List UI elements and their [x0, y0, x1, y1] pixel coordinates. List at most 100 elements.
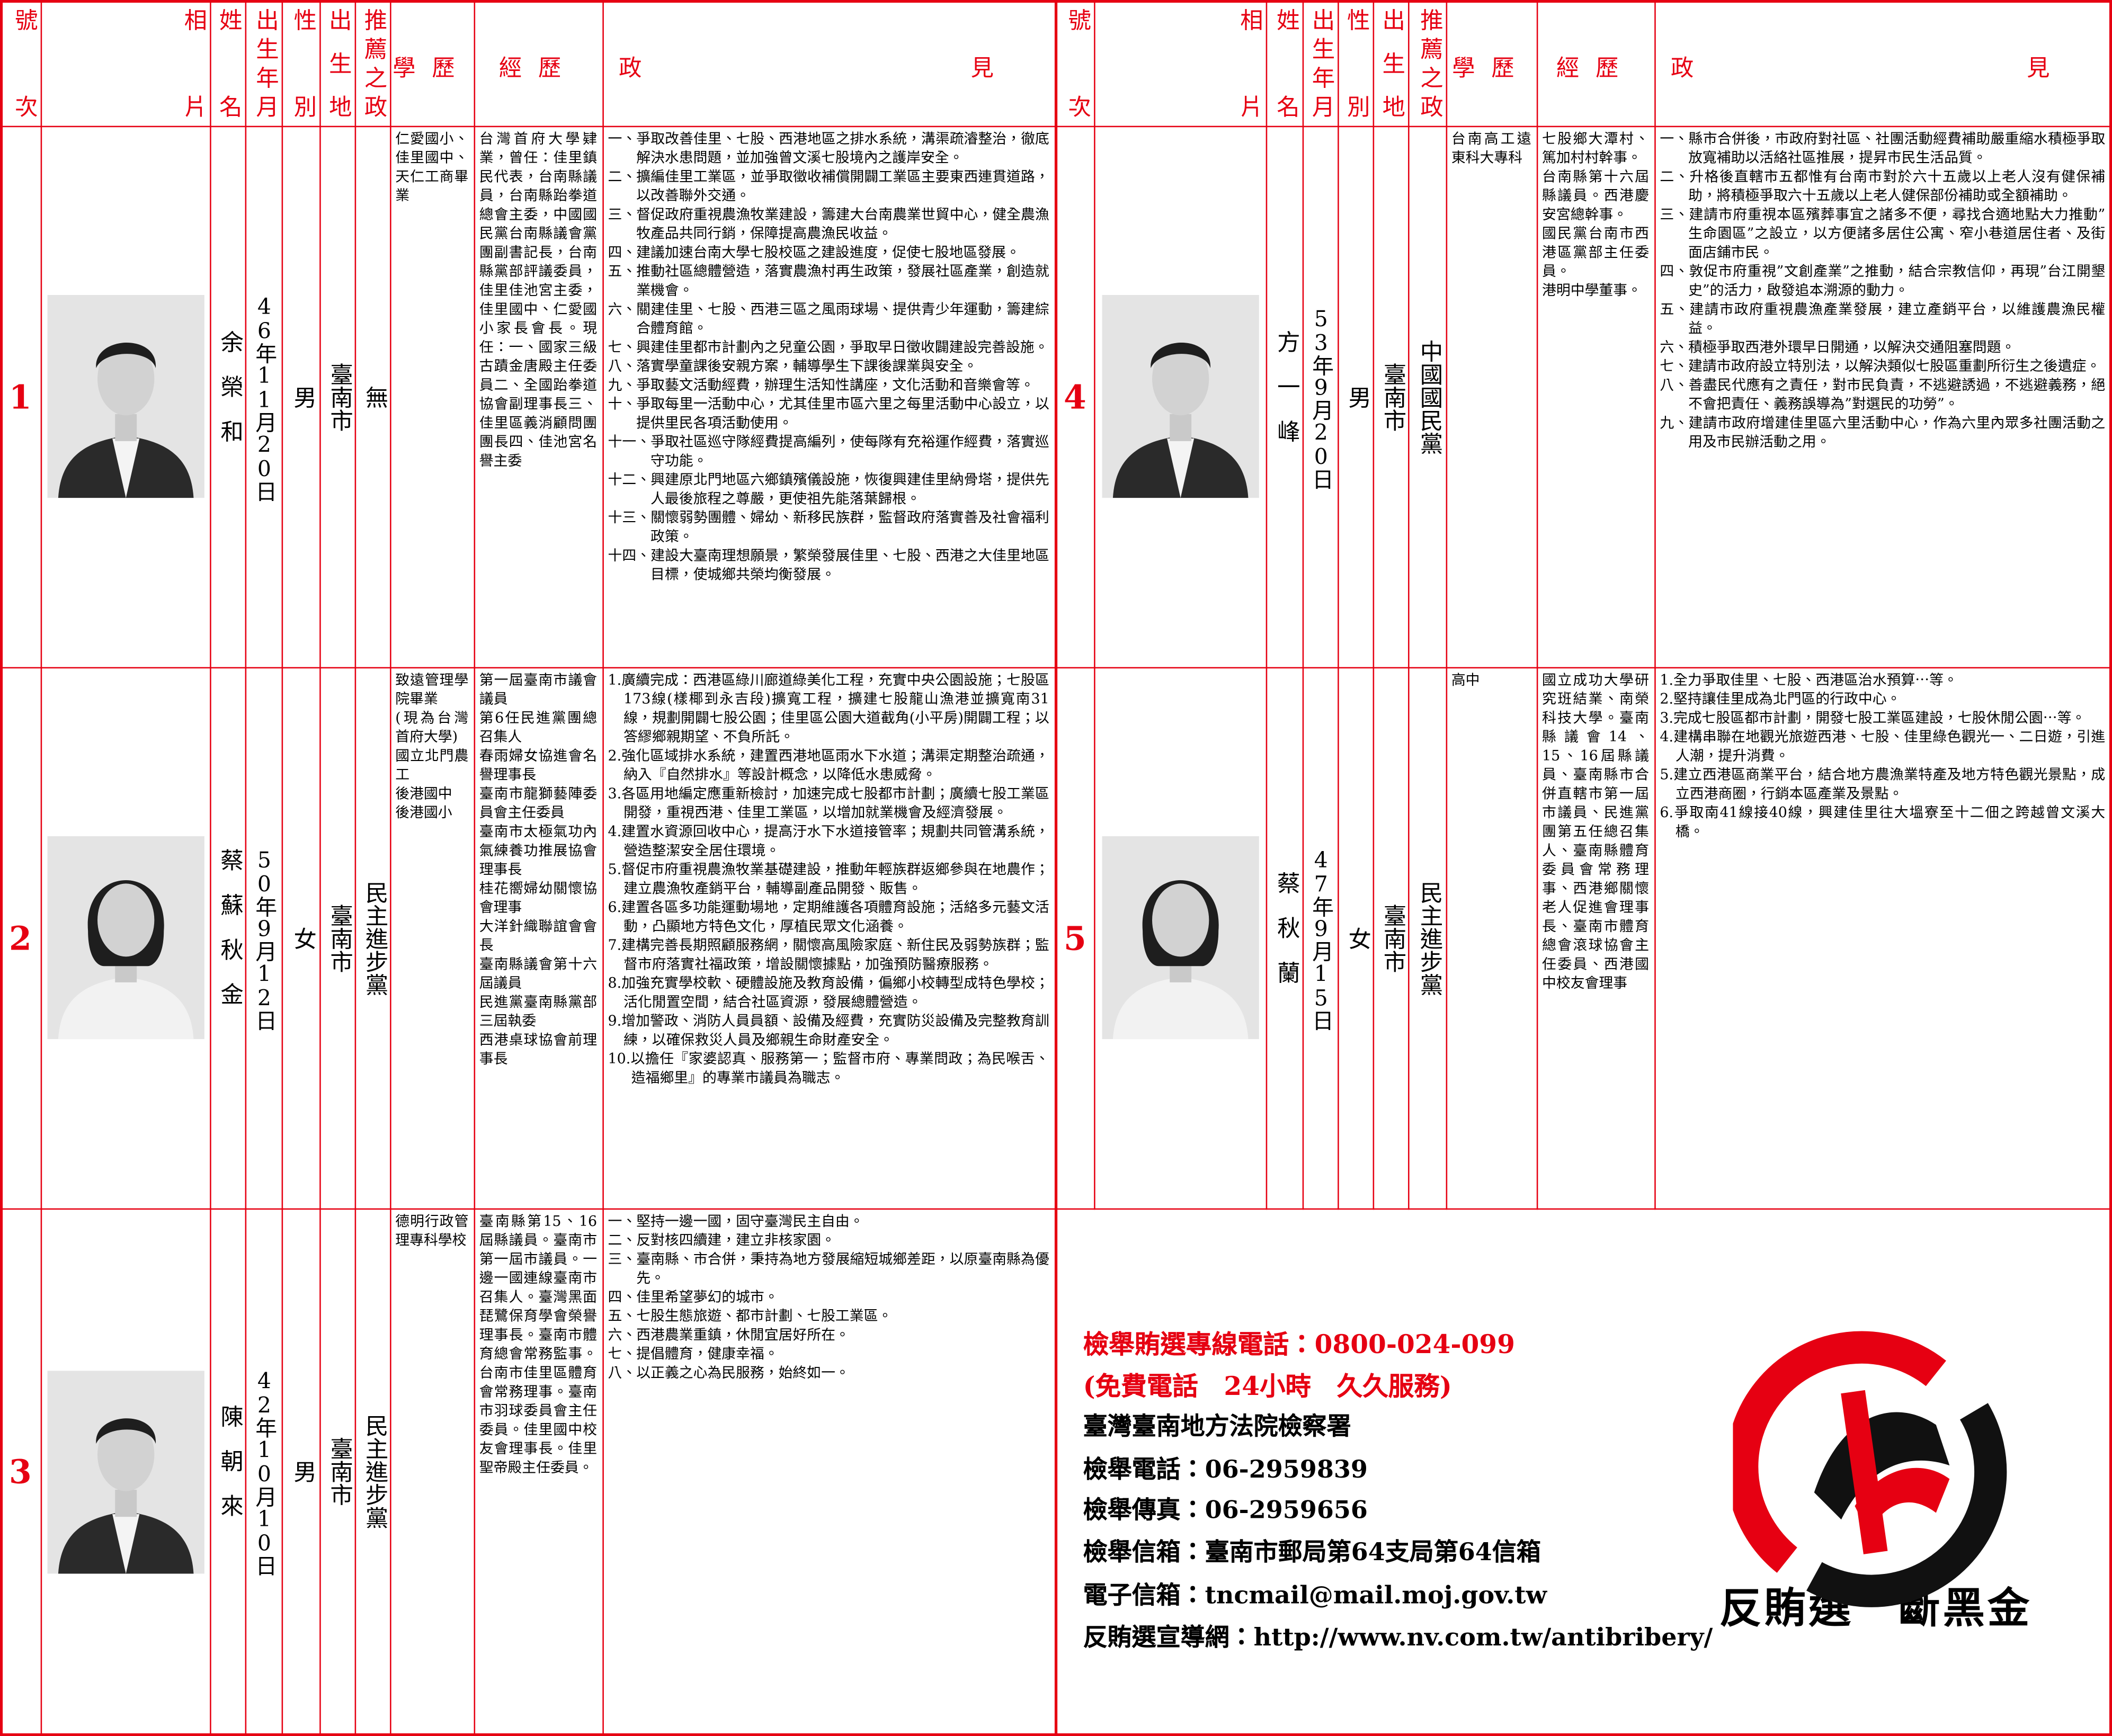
header-cell: 推薦之政黨: [1408, 0, 1448, 128]
experience-cell: 第一屆臺南市議會議員 第6任民進黨團總召集人 春雨婦女協進會名譽理事長 臺南市龍獅藝陣…: [474, 667, 604, 1210]
notice-hotline-note: (免費電話 24小時 久久服務): [1083, 1372, 1452, 1402]
platform-item: 七、建請市政府設立特別法，以解決類似七股區重劃所衍生之後遺症。: [1660, 359, 2101, 375]
photo-body: [57, 977, 193, 1040]
logo-red-arc: [1733, 1331, 1946, 1573]
header-cell: 性別: [1338, 0, 1375, 128]
experience-line: 第6任民進黨團總召集人: [479, 710, 598, 746]
party-cell: 民主進步黨: [1408, 667, 1448, 1210]
birth-cell: 50年9月12日: [245, 667, 283, 1210]
header-label: 相片: [1234, 8, 1262, 118]
notice-line: 反賄選宣導網：http://www.nv.com.tw/antibribery/: [1083, 1624, 1713, 1652]
experience-line: 臺南市太極氣功內氣練養功推展協會理事長: [479, 824, 598, 879]
experience-line: 台灣首府大學肄業，曾任：佳里鎮民代表，台南縣議員，台南縣跆拳道總會主委，中國國民…: [479, 131, 598, 470]
education-line: 後港國小: [395, 805, 452, 821]
photo-face: [96, 883, 154, 957]
header-label: 性別: [1341, 8, 1369, 118]
platform-cell: 一、爭取改善佳里、七股、西港地區之排水系統，溝渠疏濬整治，徹底解決水患問題，並加…: [602, 126, 1056, 669]
candidate-birth: 47年9月15日: [1308, 846, 1334, 1030]
candidate-birthplace: 臺南市: [1378, 362, 1405, 431]
header-label: 性別: [288, 8, 316, 118]
header-label: 經歷: [1556, 55, 1635, 83]
photo-hair: [95, 343, 155, 368]
education-line: 高中: [1451, 672, 1480, 689]
candidate-party: 中國國民黨: [1414, 339, 1442, 454]
gender-cell: 男: [1338, 126, 1375, 669]
header-label: 號次: [9, 8, 37, 118]
platform-item: 五、七股生態旅遊、都市計劃、七股工業區。: [608, 1308, 893, 1325]
right-frame: [1054, 0, 2112, 1736]
education-line: 德明行政管理專科學校: [395, 1213, 469, 1249]
platform-item: 2.強化區域排水系統，建置西港地區雨水下水道；溝渠定期整治疏通，納入『自然排水』…: [608, 748, 1049, 784]
number-cell: 1: [0, 126, 42, 669]
experience-line: 臺南市龍獅藝陣委員會主任委員: [479, 786, 598, 821]
candidate-name: 余榮和: [215, 329, 243, 464]
candidate-birthplace: 臺南市: [325, 903, 352, 972]
platform-item: 1.廣續完成：西港區綠川廊道綠美化工程，充實中央公園設施；七股區173線(樣椰到…: [608, 672, 1049, 746]
platform-item: 二、擴編佳里工業區，並爭取徵收補償開闢工業區主要東西連貫道路，以改善聯外交通。: [608, 169, 1049, 204]
candidate-number: 2: [8, 918, 32, 958]
candidate-name: 陳朝來: [215, 1404, 243, 1539]
education-line: (現為台灣首府大學): [395, 710, 469, 746]
experience-line: 桂花嚮婦幼關懷協會理事: [479, 881, 598, 916]
photo-shirt: [111, 1513, 139, 1573]
header-cell: 姓名: [210, 0, 247, 128]
platform-item: 4.建置水資源回收中心，提高汙水下水道接管率；規劃共同管溝系統，營造整潔安全居住…: [608, 824, 1049, 860]
platform-item: 十一、爭取社區巡守隊經費提高編列，使每隊有充裕運作經費，落實巡守功能。: [608, 434, 1049, 470]
platform-item: 七、興建佳里都市計劃內之兒童公園，爭取早日徵收闢建設完善設施。: [608, 339, 1049, 356]
photo-cell: [40, 126, 211, 669]
candidate-gender: 女: [1343, 926, 1370, 950]
candidate-gender: 女: [288, 926, 316, 950]
number-cell: 5: [1056, 667, 1095, 1210]
candidate-birth: 53年9月20日: [1308, 305, 1334, 488]
name-cell: 方一峰: [1266, 126, 1304, 669]
platform-item: 十三、關懷弱勢團體、婦幼、新移民族群，監督政府落實善及社會福利政策。: [608, 510, 1049, 545]
platform-cell: 1.廣續完成：西港區綠川廊道綠美化工程，充實中央公園設施；七股區173線(樣椰到…: [602, 667, 1056, 1210]
header-cell: 出生年月日: [1302, 0, 1339, 128]
logo-bar: [1841, 1390, 1888, 1554]
candidate-photo: [47, 836, 204, 1040]
header-cell: 政見: [602, 0, 1056, 128]
platform-item: 一、縣市合併後，市政府對社區、社團活動經費補助嚴重縮水積極爭取放寬補助以活絡社區…: [1660, 131, 2106, 167]
platform-item: 三、督促政府重視農漁牧業建設，籌建大台南農業世貿中心，健全農漁牧產品共同行銷，保…: [608, 207, 1049, 243]
platform-item: 10.以擔任『家婆認真、服務第一；監督市府、專業問政；為民喉舌、造福鄉里』的專業…: [608, 1051, 1049, 1087]
education-cell: 仁愛國小、佳里國中、天仁工商畢業: [390, 126, 476, 669]
header-cell: 推薦之政黨: [354, 0, 391, 128]
photo-neck: [114, 414, 136, 441]
platform-item: 7.建構完善長期照顧服務網，關懷高風險家庭、新住民及弱勢族群；監督市府落實社福政…: [608, 937, 1049, 973]
header-cell: 出生地: [319, 0, 357, 128]
platform-item: 3.完成七股區都市計劃，開發七股工業區建設，七股休閒公園⋯等。: [1660, 710, 2086, 727]
gender-cell: 女: [281, 667, 321, 1210]
header-label: 出生年月日: [250, 8, 278, 118]
platform-item: 2.堅持讓佳里成為北門區的行政中心。: [1660, 691, 1901, 708]
platform-item: 七、提倡體育，健康幸福。: [608, 1346, 779, 1363]
photo-cell: [40, 667, 211, 1210]
notice-line: 電子信箱：tncmail@mail.moj.gov.tw: [1083, 1581, 1547, 1610]
birth-cell: 53年9月20日: [1302, 126, 1339, 669]
header-cell: 性別: [281, 0, 321, 128]
experience-line: 台南縣第十六屆縣議員。西港慶安宮總幹事。: [1542, 169, 1649, 223]
birth-cell: 42年10月10日: [245, 1208, 283, 1736]
party-cell: 民主進步黨: [354, 667, 391, 1210]
gender-cell: 女: [1338, 667, 1375, 1210]
birthplace-cell: 臺南市: [319, 667, 357, 1210]
platform-item: 一、爭取改善佳里、七股、西港地區之排水系統，溝渠疏濬整治，徹底解決水患問題，並加…: [608, 131, 1049, 167]
platform-item: 9.增加警政、消防人員員額、設備及經費，充實防災設備及完整教育訓練，以確保救災人…: [608, 1013, 1049, 1049]
candidate-number: 3: [8, 1452, 32, 1491]
platform-item: 四、敦促市府重視”文創產業”之推動，結合宗教信仰，再現”台江開墾史”的活力，啟發…: [1660, 264, 2106, 299]
experience-line: 港明中學董事。: [1542, 282, 1642, 299]
header-cell: 姓名: [1266, 0, 1304, 128]
photo-face: [1151, 883, 1209, 957]
header-cell: 號次: [1056, 0, 1095, 128]
candidate-name: 方一峰: [1271, 329, 1299, 464]
platform-item: 二、反對核四續建，建立非核家園。: [608, 1232, 835, 1249]
header-label: 出生地: [1377, 8, 1404, 118]
notice-line: 臺灣臺南地方法院檢察署: [1083, 1412, 1351, 1442]
platform-item: 十、爭取每里一活動中心，尤其佳里市區六里之每里活動中心設立，以提供里民各項活動使…: [608, 396, 1049, 432]
name-cell: 余榮和: [210, 126, 247, 669]
experience-line: 七股鄉大潭村、篤加村村幹事。: [1542, 131, 1649, 167]
party-cell: 無: [354, 126, 391, 669]
notice-line: 檢舉信箱：臺南市郵局第64支局第64信箱: [1083, 1538, 1541, 1567]
photo-shirt: [111, 438, 139, 498]
